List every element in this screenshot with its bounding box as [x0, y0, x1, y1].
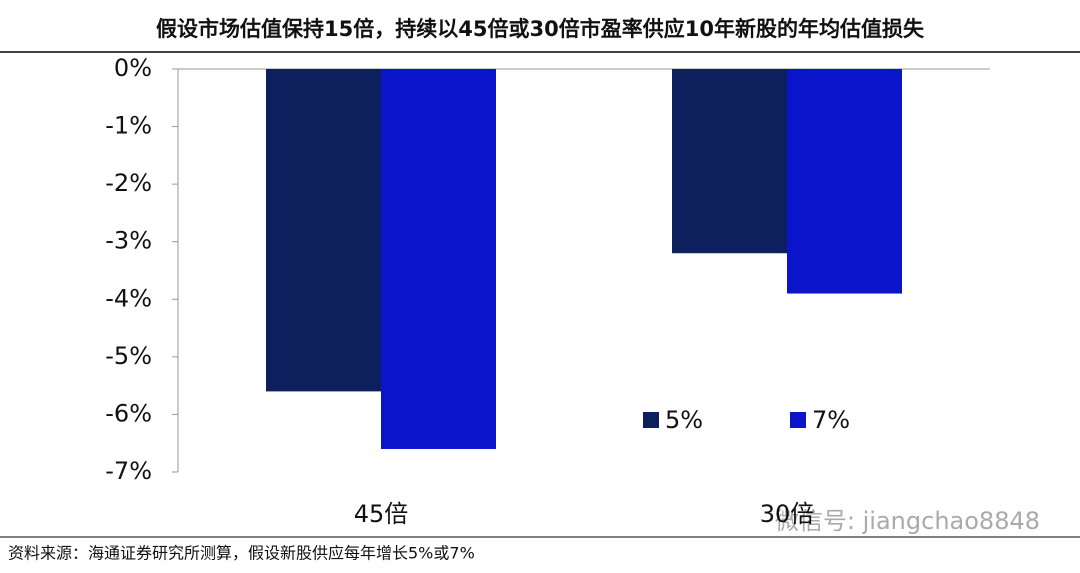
y-tick-label: -4%	[105, 284, 152, 312]
y-tick-label: -5%	[105, 342, 152, 370]
legend-swatch	[790, 412, 806, 428]
watermark: 微信号: jiangchao8848	[775, 507, 1040, 535]
y-tick-label: -6%	[105, 399, 152, 427]
y-tick-label: 0%	[114, 54, 152, 82]
chart-title: 假设市场估值保持15倍，持续以45倍或30倍市盈率供应10年新股的年均估值损失	[156, 17, 925, 41]
legend-label: 7%	[812, 406, 850, 434]
y-tick-label: -7%	[105, 457, 152, 485]
y-tick-label: -1%	[105, 112, 152, 140]
legend-label: 5%	[665, 406, 703, 434]
bar	[672, 69, 787, 254]
x-tick-label: 45倍	[354, 500, 409, 528]
x-tick-label: 30倍	[760, 500, 815, 528]
source: 资料来源：海通证券研究所测算，假设新股供应每年增长5%或7%	[8, 544, 475, 563]
y-tick-label: -3%	[105, 227, 152, 255]
bar	[266, 69, 381, 392]
bar	[787, 69, 902, 294]
bar	[381, 69, 496, 449]
legend-swatch	[643, 412, 659, 428]
y-tick-label: -2%	[105, 169, 152, 197]
